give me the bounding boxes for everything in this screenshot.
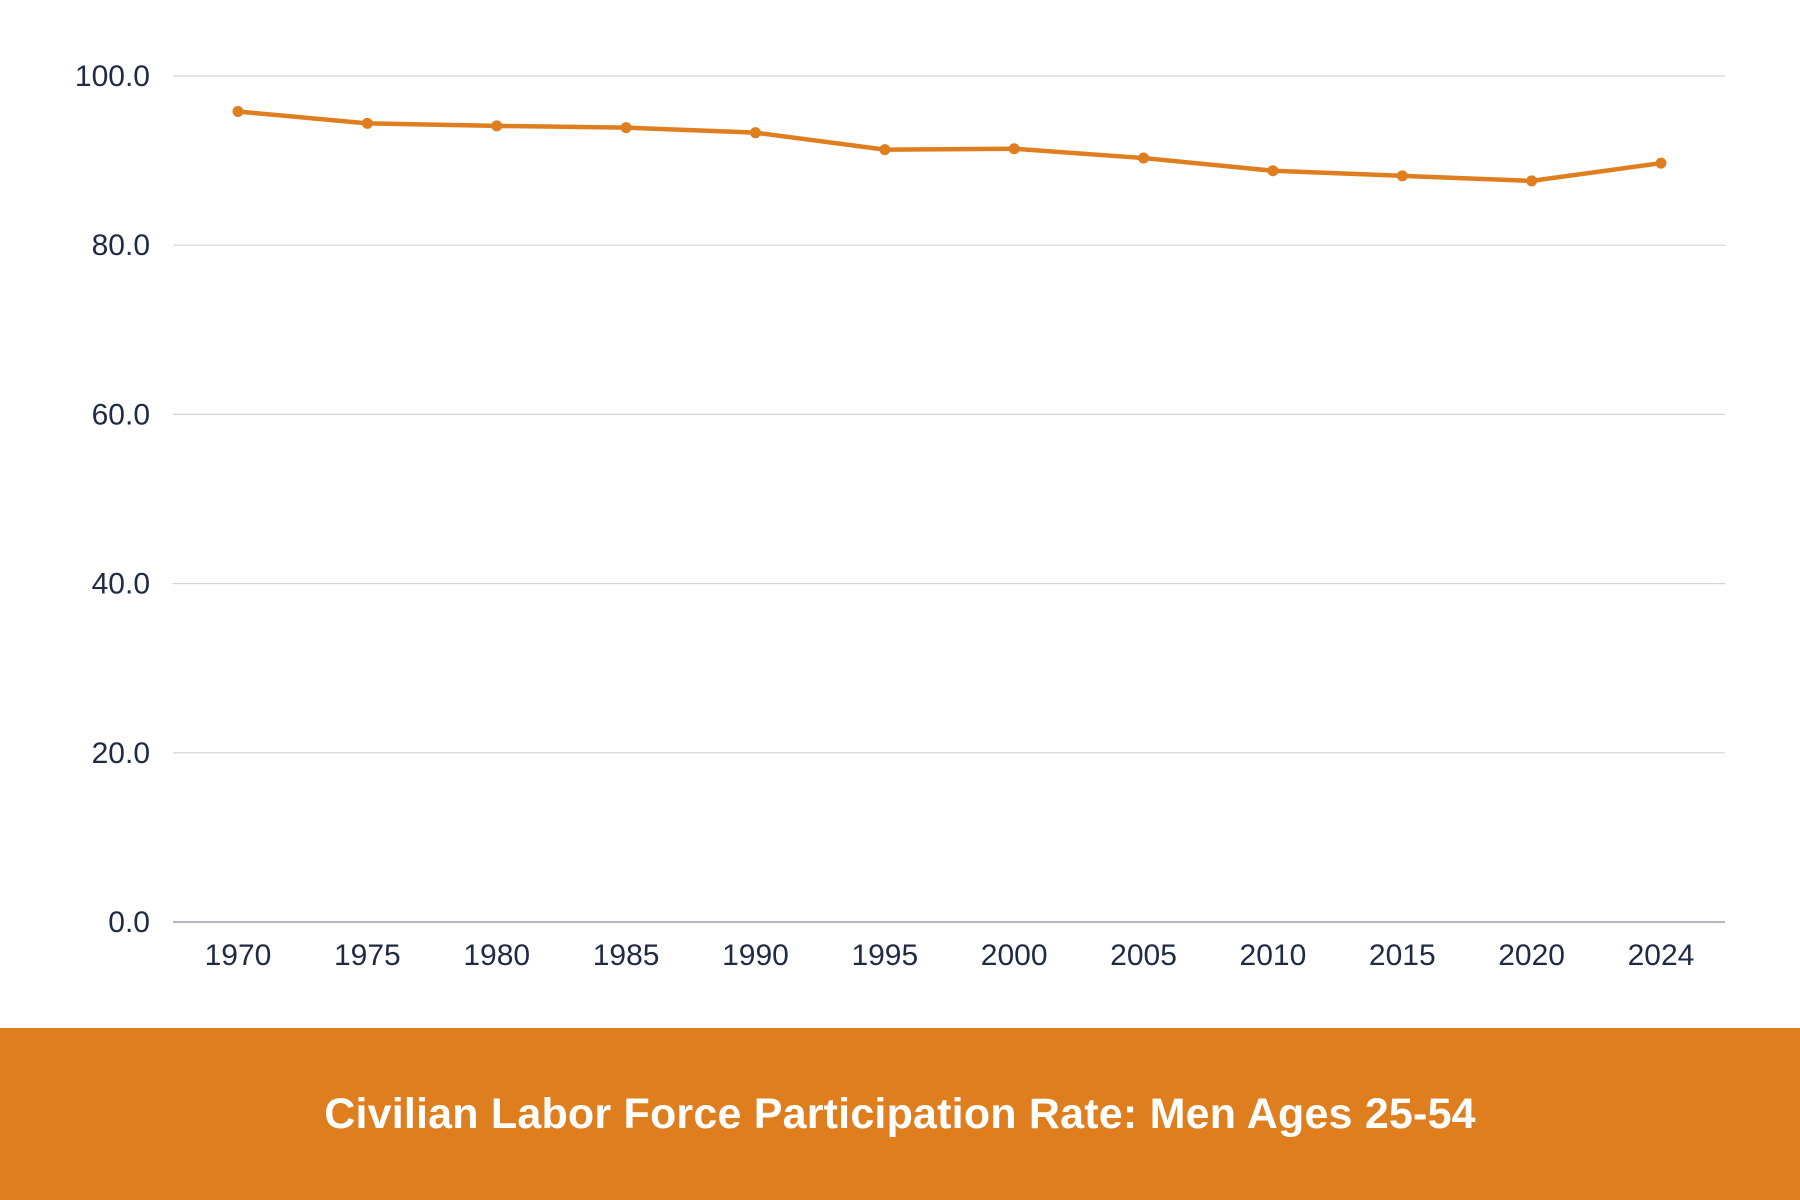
x-tick-label: 2005 (1110, 939, 1177, 972)
x-tick-label: 1970 (205, 939, 272, 972)
y-tick-label: 60.0 (92, 398, 150, 431)
x-axis-tick-labels: 1970 1975 1980 1985 1990 1995 2000 2005 2010 2015… (205, 939, 1695, 972)
gridlines (173, 75, 1725, 923)
x-tick-label: 1985 (593, 939, 660, 972)
chart-area: 0.0 20.0 40.0 60.0 80.0 100.0 1970 1975 1980 198… (75, 60, 1725, 972)
x-tick-label: 1975 (334, 939, 401, 972)
data-point-1985 (620, 122, 632, 134)
data-point-2005 (1138, 152, 1150, 164)
y-tick-label: 40.0 (92, 568, 150, 601)
chart-title: Civilian Labor Force Participation Rate:… (324, 1089, 1476, 1138)
data-point-2010 (1267, 165, 1279, 177)
data-point-1980 (491, 120, 503, 132)
data-point-1990 (749, 127, 761, 139)
data-point-2000 (1008, 143, 1020, 155)
x-tick-label: 2000 (981, 939, 1048, 972)
series-layer (232, 106, 1667, 187)
title-banner: Civilian Labor Force Participation Rate:… (0, 1028, 1800, 1200)
data-point-2024 (1655, 157, 1667, 169)
x-tick-label: 1980 (463, 939, 530, 972)
data-point-2015 (1396, 170, 1408, 182)
y-tick-label: 100.0 (75, 60, 150, 93)
x-tick-label: 2024 (1628, 939, 1695, 972)
x-tick-label: 2010 (1240, 939, 1307, 972)
y-tick-label: 0.0 (108, 906, 150, 939)
data-point-2020 (1526, 175, 1538, 187)
series-line (235, 109, 1664, 184)
data-point-1975 (361, 117, 373, 129)
x-tick-label: 1990 (722, 939, 789, 972)
data-point-1995 (879, 144, 891, 156)
y-tick-label: 20.0 (92, 737, 150, 770)
x-tick-label: 2020 (1498, 939, 1565, 972)
data-point-1970 (232, 106, 244, 118)
line-chart: 0.0 20.0 40.0 60.0 80.0 100.0 1970 1975 1980 198… (75, 60, 1725, 972)
x-tick-label: 1995 (851, 939, 918, 972)
y-tick-label: 80.0 (92, 229, 150, 262)
y-axis-tick-labels: 0.0 20.0 40.0 60.0 80.0 100.0 (75, 60, 150, 939)
x-tick-label: 2015 (1369, 939, 1436, 972)
